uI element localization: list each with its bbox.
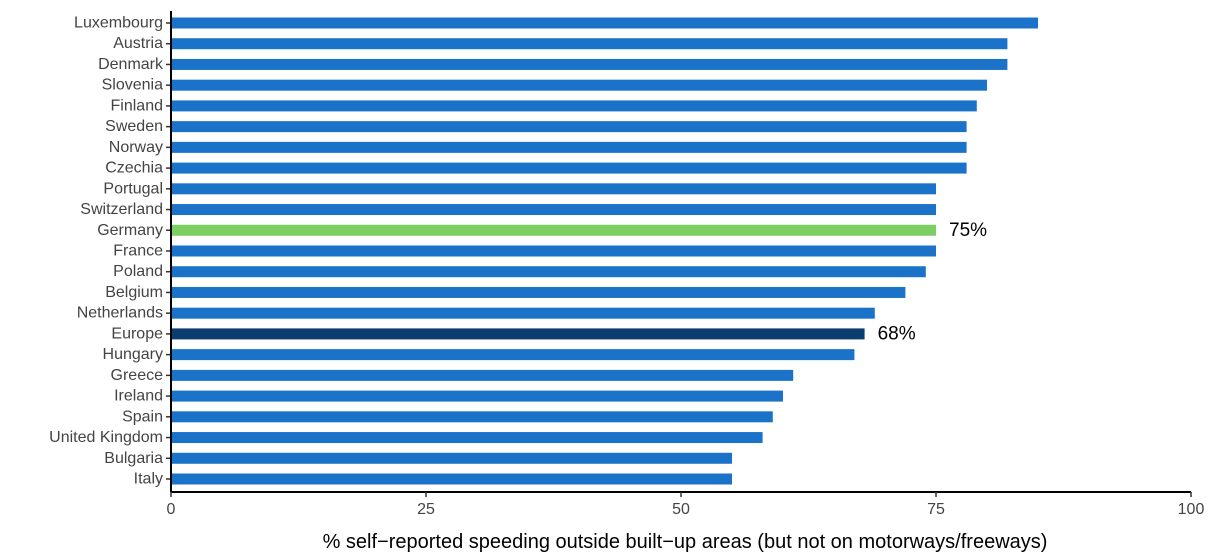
category-label-finland: Finland bbox=[111, 97, 163, 114]
category-label-denmark: Denmark bbox=[98, 56, 164, 73]
bar-sweden bbox=[171, 121, 967, 133]
x-tick-label-75: 75 bbox=[927, 501, 945, 518]
x-tick-label-25: 25 bbox=[417, 501, 435, 518]
bar-portugal bbox=[171, 183, 936, 195]
category-label-netherlands: Netherlands bbox=[77, 305, 163, 322]
data-label-europe: 68% bbox=[878, 323, 916, 344]
data-label-germany: 75% bbox=[949, 220, 987, 241]
bar-greece bbox=[171, 369, 794, 381]
bar-hungary bbox=[171, 349, 855, 361]
bar-france bbox=[171, 245, 936, 257]
bar-italy bbox=[171, 473, 732, 485]
category-label-hungary: Hungary bbox=[103, 346, 163, 363]
bar-netherlands bbox=[171, 307, 875, 319]
category-label-portugal: Portugal bbox=[103, 180, 163, 197]
bar-luxembourg bbox=[171, 17, 1038, 29]
bar-slovenia bbox=[171, 79, 987, 91]
bars-group bbox=[171, 17, 1038, 485]
category-label-slovenia: Slovenia bbox=[102, 77, 163, 94]
category-label-poland: Poland bbox=[113, 263, 163, 280]
x-tick-label-50: 50 bbox=[672, 501, 690, 518]
bar-denmark bbox=[171, 58, 1008, 70]
category-label-austria: Austria bbox=[113, 35, 163, 52]
category-label-france: France bbox=[113, 243, 163, 260]
category-labels: Luxembourg Austria Denmark Slovenia Finland S… bbox=[49, 15, 171, 488]
bar-united-kingdom bbox=[171, 432, 763, 444]
category-label-united-kingdom: United Kingdom bbox=[49, 429, 163, 446]
bar-bulgaria bbox=[171, 452, 732, 464]
category-label-norway: Norway bbox=[109, 139, 163, 156]
bar-belgium bbox=[171, 286, 906, 298]
bar-germany bbox=[171, 224, 936, 236]
data-labels: 75% 68% bbox=[878, 220, 988, 345]
x-tick-label-0: 0 bbox=[167, 501, 176, 518]
x-axis-title: % self−reported speeding outside built−u… bbox=[323, 531, 1048, 553]
category-label-bulgaria: Bulgaria bbox=[104, 450, 163, 467]
x-tick-label-100: 100 bbox=[1178, 501, 1205, 518]
category-label-sweden: Sweden bbox=[105, 118, 163, 135]
category-label-europe: Europe bbox=[111, 325, 163, 342]
bar-switzerland bbox=[171, 204, 936, 216]
category-label-germany: Germany bbox=[97, 222, 163, 239]
bar-austria bbox=[171, 38, 1008, 50]
bar-poland bbox=[171, 266, 926, 278]
bar-czechia bbox=[171, 162, 967, 174]
category-label-spain: Spain bbox=[122, 408, 163, 425]
bar-norway bbox=[171, 141, 967, 153]
category-label-italy: Italy bbox=[134, 471, 163, 488]
category-label-ireland: Ireland bbox=[114, 388, 163, 405]
category-label-czechia: Czechia bbox=[105, 160, 163, 177]
category-label-luxembourg: Luxembourg bbox=[74, 15, 163, 32]
bar-spain bbox=[171, 411, 773, 423]
category-label-switzerland: Switzerland bbox=[80, 201, 163, 218]
bar-finland bbox=[171, 100, 977, 112]
bar-ireland bbox=[171, 390, 783, 402]
bar-europe bbox=[171, 328, 865, 340]
x-ticks: 0 25 50 75 100 bbox=[167, 492, 1205, 518]
category-label-greece: Greece bbox=[111, 367, 164, 384]
category-label-belgium: Belgium bbox=[105, 284, 163, 301]
